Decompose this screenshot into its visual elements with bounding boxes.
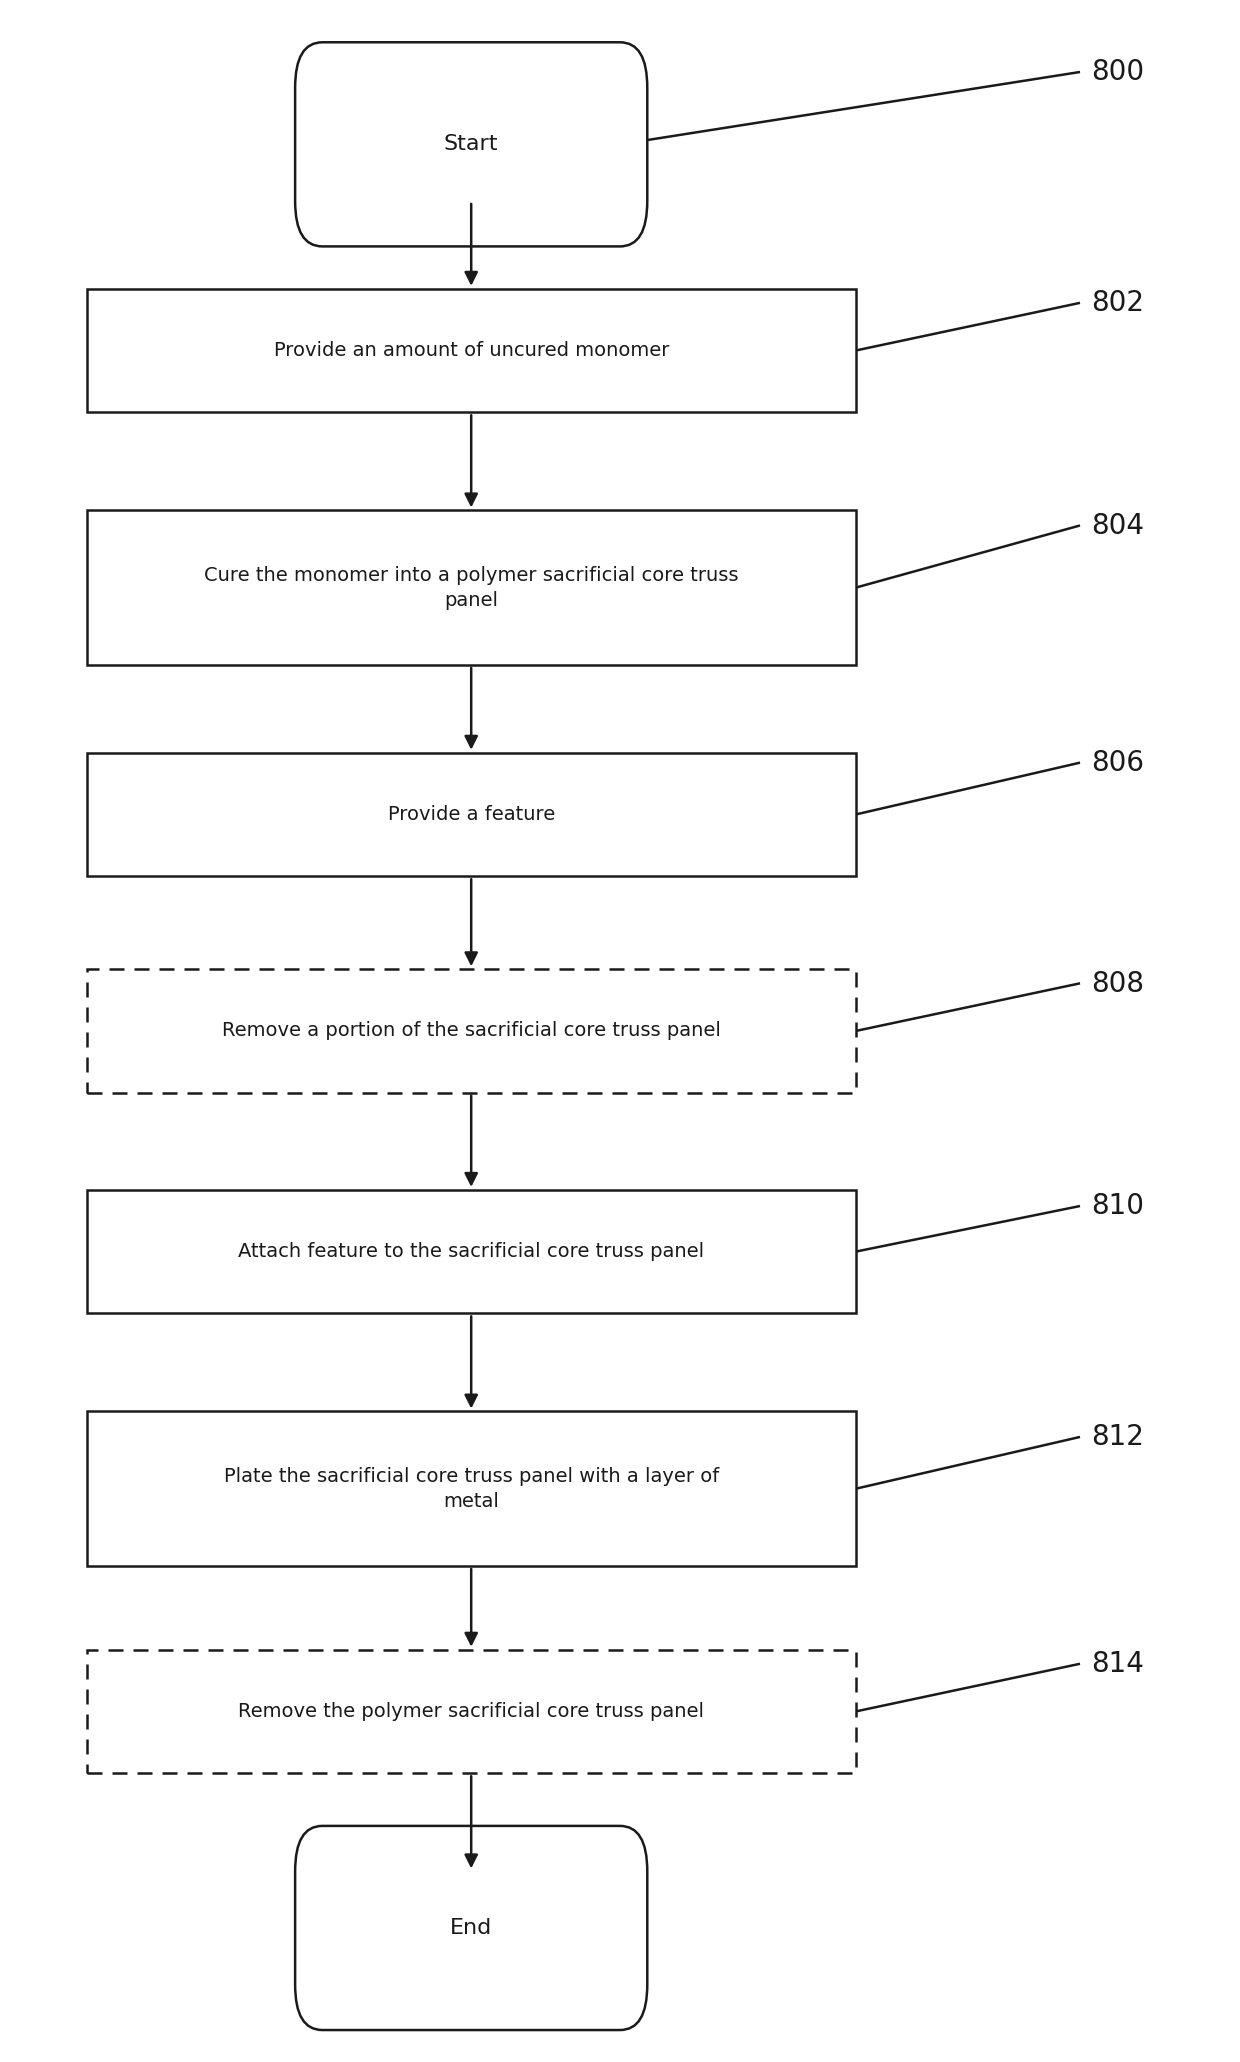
Text: 808: 808 — [1091, 969, 1145, 998]
Bar — [87, 289, 856, 412]
Text: 812: 812 — [1091, 1423, 1145, 1452]
Bar — [87, 1650, 856, 1773]
Text: Provide an amount of uncured monomer: Provide an amount of uncured monomer — [274, 340, 668, 361]
Text: Provide a feature: Provide a feature — [388, 804, 554, 825]
Text: Remove the polymer sacrificial core truss panel: Remove the polymer sacrificial core trus… — [238, 1701, 704, 1722]
Bar — [87, 1190, 856, 1313]
Bar — [87, 753, 856, 876]
Text: 814: 814 — [1091, 1650, 1145, 1678]
Text: 810: 810 — [1091, 1192, 1145, 1221]
Text: 804: 804 — [1091, 511, 1145, 540]
Bar — [87, 511, 856, 664]
Text: 806: 806 — [1091, 749, 1145, 777]
Text: Remove a portion of the sacrificial core truss panel: Remove a portion of the sacrificial core… — [222, 1021, 720, 1041]
Text: Cure the monomer into a polymer sacrificial core truss
panel: Cure the monomer into a polymer sacrific… — [203, 565, 739, 610]
Text: End: End — [450, 1918, 492, 1938]
FancyBboxPatch shape — [295, 41, 647, 245]
Text: 800: 800 — [1091, 58, 1145, 87]
FancyBboxPatch shape — [295, 1827, 647, 2029]
Text: Plate the sacrificial core truss panel with a layer of
metal: Plate the sacrificial core truss panel w… — [223, 1466, 719, 1511]
Text: Attach feature to the sacrificial core truss panel: Attach feature to the sacrificial core t… — [238, 1241, 704, 1262]
Bar — [87, 1410, 856, 1567]
Text: Start: Start — [444, 134, 498, 155]
Bar — [87, 969, 856, 1093]
Text: 802: 802 — [1091, 289, 1145, 318]
